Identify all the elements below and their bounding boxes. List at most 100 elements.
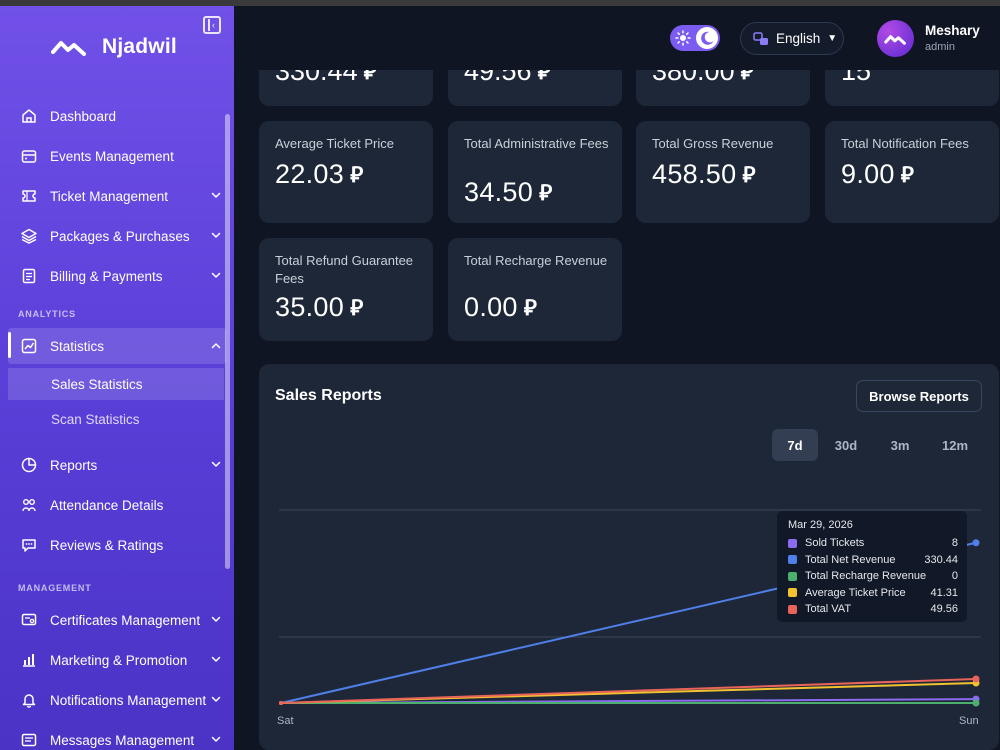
stat-card-label: Average Ticket Price — [275, 136, 394, 151]
browse-reports-button[interactable]: Browse Reports — [856, 380, 982, 412]
sidebar-item-label: Messages Management — [50, 732, 195, 748]
series-point[interactable] — [279, 701, 283, 705]
bar-chart-icon — [20, 651, 38, 669]
tooltip-series-value: 8 — [951, 537, 958, 549]
ticket-icon — [20, 187, 38, 205]
tooltip-series-name: Total VAT — [805, 603, 852, 616]
stat-card-value: 0.00 ⃁ — [464, 292, 537, 323]
chart-line-icon — [20, 337, 38, 355]
sidebar-item-label: Statistics — [50, 338, 105, 354]
sidebar-scrollbar[interactable] — [225, 114, 230, 569]
chevron-down-icon — [210, 693, 222, 705]
tooltip-row: Average Ticket Price 41.31 — [788, 585, 958, 601]
stat-card: Total Gross Revenue 458.50 ⃁ — [636, 121, 810, 223]
user-role: admin — [925, 41, 955, 53]
sidebar-item-label: Dashboard — [50, 108, 117, 124]
sidebar-item-reports[interactable]: Reports — [8, 448, 226, 482]
avatar[interactable] — [877, 20, 914, 57]
stat-card-label: Total Administrative Fees — [464, 136, 609, 151]
message-icon — [20, 731, 38, 749]
sidebar-item-statistics[interactable]: Statistics — [8, 328, 226, 364]
sidebar-collapse-icon[interactable]: ‹ — [203, 16, 221, 34]
currency-symbol: ⃁ — [350, 161, 364, 187]
stat-card-value: 34.50 ⃁ — [464, 177, 552, 208]
sidebar-item-messages-management[interactable]: Messages Management — [8, 723, 226, 750]
currency-symbol: ⃁ — [900, 161, 915, 187]
sidebar-item-label: Billing & Payments — [50, 268, 163, 284]
sidebar-item-label: Reports — [50, 457, 98, 473]
currency-symbol: ⃁ — [523, 294, 538, 320]
chevron-down-icon — [210, 269, 222, 281]
certificate-icon — [20, 611, 38, 629]
tooltip-series-name: Sold Tickets — [805, 537, 865, 549]
bell-icon — [20, 691, 38, 709]
tooltip-series-name: Total Net Revenue — [805, 553, 896, 566]
translate-icon — [753, 31, 768, 45]
sidebar-item-label: Packages & Purchases — [50, 228, 190, 244]
sidebar-item-events-management[interactable]: Events Management — [8, 139, 226, 173]
sidebar-item-marketing-promotion[interactable]: Marketing & Promotion — [8, 643, 226, 677]
sidebar: Njadwil ‹ Dashboard Events Management Tick… — [0, 6, 234, 750]
stat-card-label: Total Recharge Revenue — [464, 253, 608, 268]
range-tab-30d[interactable]: 30d — [834, 437, 858, 453]
section-label-management: MANAGEMENT — [18, 583, 92, 593]
top-header: English ▼ Meshary admin — [234, 6, 1000, 70]
stat-value-number: 9.00 — [841, 159, 895, 189]
series-point[interactable] — [972, 699, 980, 707]
stat-card-value: 9.00 ⃁ — [841, 159, 914, 190]
sidebar-item-reviews-ratings[interactable]: Reviews & Ratings — [8, 528, 226, 562]
sales-reports-panel: Sales Reports Browse Reports 7d 30d 3m 12m … — [259, 364, 999, 750]
tooltip-series-value: 49.56 — [930, 603, 958, 616]
sidebar-item-label: Notifications Management — [50, 692, 207, 708]
chevron-down-icon — [210, 229, 222, 241]
stat-value-number: 458.50 — [652, 159, 737, 189]
section-label-analytics: ANALYTICS — [18, 309, 76, 319]
stat-card-label: Total Refund Guarantee Fees — [275, 253, 414, 286]
stat-value-number: 0.00 — [464, 292, 518, 322]
sidebar-item-dashboard[interactable]: Dashboard — [8, 99, 226, 133]
theme-toggle[interactable] — [670, 25, 720, 51]
sidebar-item-label: Events Management — [50, 148, 174, 164]
user-name[interactable]: Meshary — [925, 23, 980, 38]
brand-logo-icon — [51, 41, 86, 56]
language-selector[interactable]: English ▼ — [740, 22, 844, 55]
tooltip-swatch — [788, 538, 797, 548]
sidebar-item-attendance-details[interactable]: Attendance Details — [8, 488, 226, 522]
sidebar-item-billing-payments[interactable]: Billing & Payments — [8, 259, 226, 293]
sidebar-item-notifications-management[interactable]: Notifications Management — [8, 683, 226, 717]
sidebar-item-label: Marketing & Promotion — [50, 652, 188, 668]
chart-tooltip: Mar 29, 2026 Sold Tickets 8 Total Net Reve… — [777, 511, 967, 622]
stat-card: Total Recharge Revenue 0.00 ⃁ — [448, 238, 622, 341]
caret-down-icon: ▼ — [827, 33, 838, 44]
language-label: English — [776, 31, 821, 46]
x-tick-label: Sat — [277, 715, 294, 727]
sidebar-item-packages-purchases[interactable]: Packages & Purchases — [8, 219, 226, 253]
tooltip-swatch — [788, 555, 797, 565]
range-tab-12m[interactable]: 12m — [941, 437, 969, 453]
chevron-down-icon — [210, 613, 222, 625]
series-point[interactable] — [972, 675, 980, 683]
moon-icon — [701, 31, 714, 45]
sidebar-item-ticket-management[interactable]: Ticket Management — [8, 179, 226, 213]
stat-card-value: 458.50 ⃁ — [652, 159, 756, 190]
tooltip-row: Sold Tickets 8 — [788, 535, 958, 551]
stat-card: Average Ticket Price 22.03 ⃁ — [259, 121, 433, 223]
chat-icon — [20, 536, 38, 554]
sidebar-subitem-scan-statistics[interactable]: Scan Statistics — [51, 411, 140, 427]
sidebar-item-certificates-management[interactable]: Certificates Management — [8, 603, 226, 637]
currency-symbol: ⃁ — [350, 294, 364, 320]
x-tick-label: Sun — [959, 715, 979, 727]
range-tab-7d[interactable]: 7d — [772, 429, 818, 461]
sidebar-subitem-sales-statistics[interactable]: Sales Statistics — [8, 368, 224, 400]
series-point[interactable] — [972, 539, 980, 547]
stat-value-number: 34.50 — [464, 177, 534, 207]
tooltip-series-name: Total Recharge Revenue — [805, 570, 927, 583]
tooltip-swatch — [788, 588, 797, 598]
currency-symbol: ⃁ — [742, 161, 756, 187]
tooltip-swatch — [788, 571, 797, 581]
brand[interactable]: Njadwil — [50, 32, 177, 62]
tooltip-series-name: Average Ticket Price — [805, 586, 906, 599]
range-tab-3m[interactable]: 3m — [890, 437, 910, 453]
chevron-up-icon — [210, 340, 222, 352]
